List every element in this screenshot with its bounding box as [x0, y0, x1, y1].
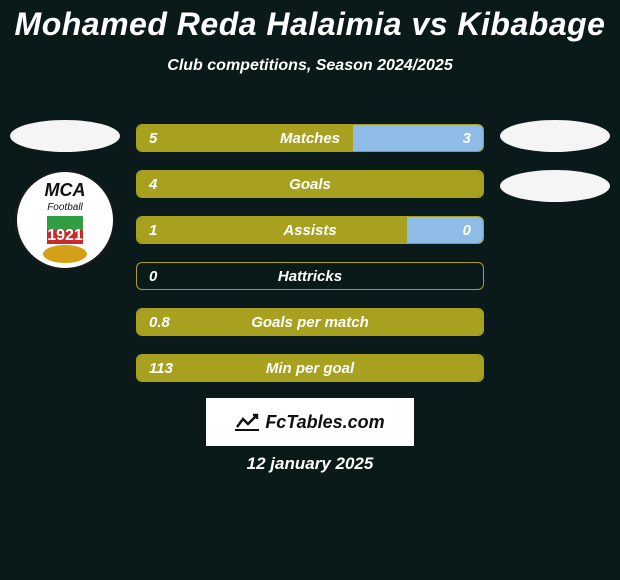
- stat-row: 4Goals: [136, 170, 484, 198]
- stat-row: 0Hattricks: [136, 262, 484, 290]
- stat-value-right: 0: [463, 217, 471, 243]
- svg-text:Football: Football: [47, 202, 83, 213]
- stat-value-right: 3: [463, 125, 471, 151]
- stat-row: 1Assists0: [136, 216, 484, 244]
- stat-label: Goals: [137, 171, 483, 197]
- player-silhouette-right-2: [500, 170, 610, 202]
- right-player-column: [495, 120, 615, 220]
- stat-label: Min per goal: [137, 355, 483, 381]
- subtitle: Club competitions, Season 2024/2025: [0, 57, 620, 75]
- stat-row: 5Matches3: [136, 124, 484, 152]
- date-text: 12 january 2025: [0, 454, 620, 474]
- chart-icon: [235, 413, 259, 431]
- left-player-column: MCA Football 1921: [5, 120, 125, 270]
- club-badge-left: MCA Football 1921: [15, 170, 115, 270]
- player-silhouette-right-1: [500, 120, 610, 152]
- page-title: Mohamed Reda Halaimia vs Kibabage: [0, 0, 620, 43]
- svg-text:MCA: MCA: [45, 180, 86, 200]
- stat-row: 0.8Goals per match: [136, 308, 484, 336]
- stat-row: 113Min per goal: [136, 354, 484, 382]
- stat-label: Hattricks: [137, 263, 483, 289]
- svg-text:1921: 1921: [47, 227, 83, 244]
- attribution-text: FcTables.com: [265, 412, 384, 433]
- stat-label: Matches: [137, 125, 483, 151]
- stat-label: Assists: [137, 217, 483, 243]
- comparison-bars: 5Matches34Goals1Assists00Hattricks0.8Goa…: [136, 124, 484, 400]
- player-silhouette-left: [10, 120, 120, 152]
- stat-label: Goals per match: [137, 309, 483, 335]
- attribution-badge: FcTables.com: [206, 398, 414, 446]
